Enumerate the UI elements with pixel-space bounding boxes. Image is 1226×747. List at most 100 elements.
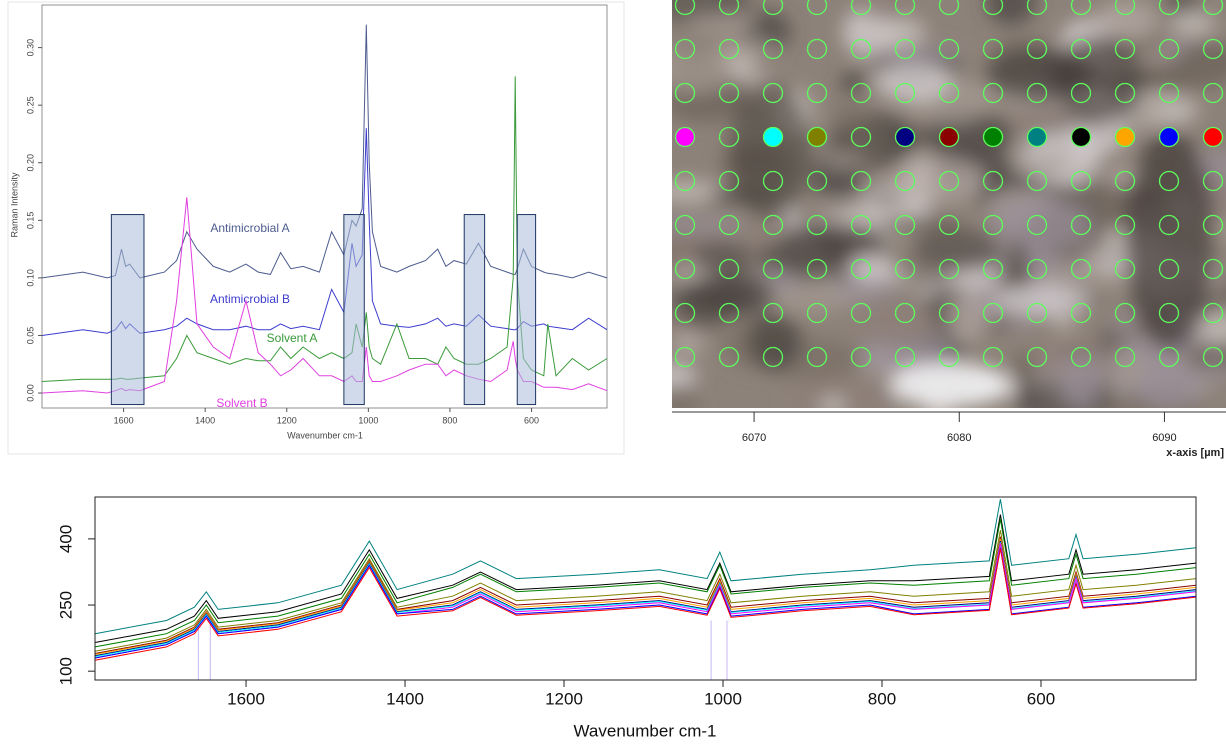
grid-point [1070, 258, 1092, 280]
texture-blob [1169, 12, 1216, 36]
grid-point [982, 170, 1004, 192]
texture-blob [985, 0, 1037, 26]
grid-point [1026, 82, 1048, 104]
series-label: Solvent B [216, 396, 267, 410]
grid-point [894, 258, 916, 280]
texture-blob [991, 284, 1091, 317]
grid-point [850, 258, 872, 280]
grid-point [718, 346, 740, 368]
x-tick-label: 1600 [114, 415, 134, 425]
series-label: Antimicrobial A [210, 221, 289, 235]
grid-point [850, 38, 872, 60]
texture-blob [914, 228, 1001, 273]
texture-blob [947, 292, 989, 342]
grid-point [894, 302, 916, 324]
y-tick-label: 0.10 [25, 269, 35, 287]
grid-point [762, 302, 784, 324]
grid-point [806, 258, 828, 280]
grid-point [1114, 258, 1136, 280]
y-tick-label: 250 [56, 591, 75, 619]
texture-blob [672, 384, 700, 408]
highlight-band [110, 214, 145, 406]
grid-point [674, 302, 696, 324]
selected-point [1114, 126, 1136, 148]
grid-point [806, 38, 828, 60]
spectrum-line [94, 499, 1197, 635]
texture-blob [990, 197, 1093, 250]
texture-blob [839, 71, 867, 94]
texture-blob [1058, 354, 1105, 408]
grid-point [938, 0, 960, 16]
texture-blob [1055, 35, 1145, 125]
grid-point [674, 38, 696, 60]
grid-point [982, 38, 1004, 60]
texture-blob [1094, 1, 1159, 41]
grid-point [718, 38, 740, 60]
y-tick-label: 0.20 [25, 154, 35, 172]
x-axis-label: Wavenumber cm-1 [574, 721, 717, 740]
grid-point [938, 302, 960, 324]
texture-blob [1136, 361, 1203, 408]
grid-point [1070, 38, 1092, 60]
grid-point [850, 82, 872, 104]
grid-point [674, 0, 696, 16]
y-tick-label: 100 [56, 657, 75, 685]
grid-point [1202, 170, 1224, 192]
texture-blob [1174, 42, 1226, 84]
spectrum-line [94, 541, 1197, 657]
spectrum-line [94, 538, 1197, 655]
grid-point [1026, 170, 1048, 192]
x-tick-label: 600 [524, 415, 539, 425]
grid-point [1202, 214, 1224, 236]
grid-point [938, 346, 960, 368]
grid-point [982, 82, 1004, 104]
grid-point [1114, 82, 1136, 104]
texture-blob [686, 13, 757, 35]
y-tick-label: 0.05 [25, 327, 35, 345]
grid-point [1158, 82, 1180, 104]
x-tick-label: 1600 [227, 689, 265, 708]
grid-point [1070, 0, 1092, 16]
plot-frame [94, 496, 1197, 681]
grid-point [1158, 214, 1180, 236]
texture-blob [787, 381, 902, 408]
grid-point [938, 214, 960, 236]
selected-point [806, 126, 828, 148]
selected-point [982, 126, 1004, 148]
y-tick-label: 0.00 [25, 384, 35, 402]
grid-point [850, 346, 872, 368]
texture-blob [672, 363, 698, 388]
grid-point [718, 214, 740, 236]
x-axis-label: Wavenumber cm-1 [287, 430, 363, 440]
grid-point [674, 214, 696, 236]
spectrum-line [94, 542, 1197, 658]
texture-blob [1125, 130, 1215, 350]
grid-point [1114, 302, 1136, 324]
texture-blob [849, 254, 896, 280]
selected-point [1158, 126, 1180, 148]
grid-point [1202, 346, 1224, 368]
grid-point [762, 170, 784, 192]
grid-point [718, 302, 740, 324]
grid-point [1070, 346, 1092, 368]
texture-blob [672, 47, 737, 94]
grid-point [1158, 0, 1180, 16]
grid-point [1026, 258, 1048, 280]
texture-blob [672, 330, 705, 356]
grid-point [1158, 302, 1180, 324]
texture-blob [855, 301, 938, 345]
x-tick-label: 1000 [704, 689, 742, 708]
x-tick-label: 800 [442, 415, 457, 425]
grid-point [674, 170, 696, 192]
grid-point [894, 214, 916, 236]
plot-frame [41, 4, 608, 409]
grid-point [762, 82, 784, 104]
texture-blob [878, 215, 962, 236]
spectrum-line [94, 518, 1197, 648]
grid-point [982, 258, 1004, 280]
grid-point [762, 214, 784, 236]
y-tick-label: 0.15 [25, 212, 35, 230]
spectrum-line [94, 514, 1197, 643]
grid-point [1114, 0, 1136, 16]
